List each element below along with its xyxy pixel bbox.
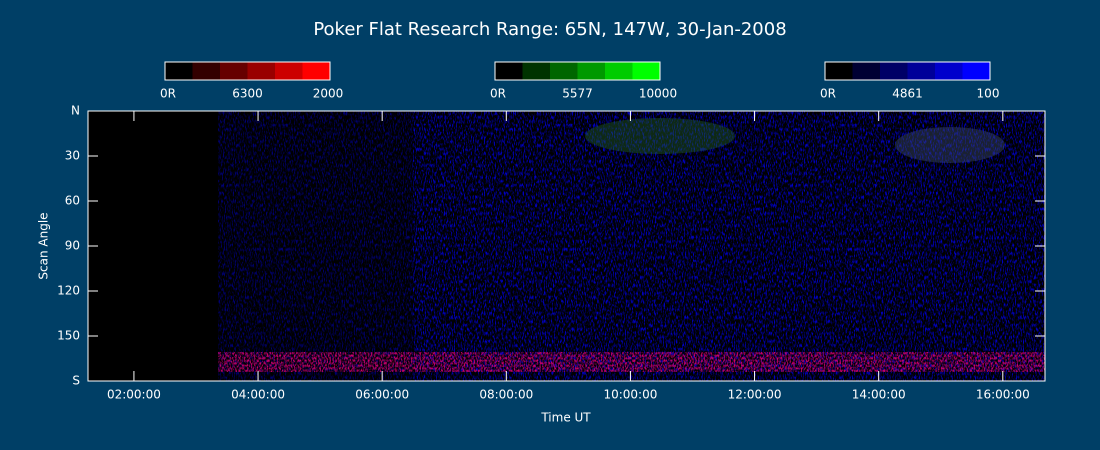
x-tick-label: 12:00:00 bbox=[728, 388, 782, 402]
y-axis-label: Scan Angle bbox=[37, 212, 51, 279]
colorbar-label: 6300 bbox=[232, 87, 263, 101]
x-tick-label: 10:00:00 bbox=[603, 388, 657, 402]
colorbar-label: 0R bbox=[490, 87, 506, 101]
colorbar-swatch bbox=[825, 62, 853, 80]
x-tick-label: 02:00:00 bbox=[107, 388, 161, 402]
colorbar-label: 0R bbox=[820, 87, 836, 101]
y-tick-label: 30 bbox=[65, 149, 80, 163]
colorbar-swatch bbox=[220, 62, 248, 80]
colorbar-frame bbox=[824, 61, 991, 81]
y-tick-label: 60 bbox=[65, 194, 80, 208]
colorbar-swatch bbox=[577, 62, 605, 80]
colorbar-swatch bbox=[165, 62, 193, 80]
chart-title: Poker Flat Research Range: 65N, 147W, 30… bbox=[313, 19, 786, 40]
x-tick-label: 08:00:00 bbox=[479, 388, 533, 402]
colorbar-label: 4861 bbox=[892, 87, 923, 101]
colorbar-swatch bbox=[907, 62, 935, 80]
x-tick-label: 14:00:00 bbox=[852, 388, 906, 402]
y-tick-label: S bbox=[72, 374, 80, 388]
y-tick-label: 150 bbox=[57, 329, 80, 343]
colorbar-label: 2000 bbox=[313, 87, 344, 101]
x-tick-label: 06:00:00 bbox=[355, 388, 409, 402]
colorbar-swatch bbox=[935, 62, 963, 80]
colorbar-swatch bbox=[522, 62, 550, 80]
x-tick-label: 04:00:00 bbox=[231, 388, 285, 402]
colorbar-swatch bbox=[632, 62, 660, 80]
colorbar-label: 10000 bbox=[639, 87, 677, 101]
colorbar-swatch bbox=[962, 62, 990, 80]
colorbar-label: 5577 bbox=[562, 87, 593, 101]
colorbar-swatch bbox=[550, 62, 578, 80]
colorbar-frame bbox=[494, 61, 661, 81]
colorbar-label: 100 bbox=[977, 87, 1000, 101]
colorbar-frame bbox=[164, 61, 331, 81]
x-tick-label: 16:00:00 bbox=[976, 388, 1030, 402]
colorbars: 0R 6300 2000 0R 5577 10000 0R 4861 100 bbox=[160, 61, 1000, 101]
colorbar-swatch bbox=[852, 62, 880, 80]
keogram-image bbox=[88, 111, 1045, 381]
colorbar-swatch bbox=[495, 62, 523, 80]
y-tick-label: N bbox=[71, 104, 80, 118]
colorbar-swatch bbox=[302, 62, 330, 80]
y-tick-label: 120 bbox=[57, 284, 80, 298]
colorbar-swatch bbox=[880, 62, 908, 80]
colorbar-swatch bbox=[192, 62, 220, 80]
colorbar-swatch bbox=[275, 62, 303, 80]
x-axis-label: Time UT bbox=[540, 411, 591, 425]
colorbar-label: 0R bbox=[160, 87, 176, 101]
colorbar-swatch bbox=[247, 62, 275, 80]
colorbar-swatch bbox=[605, 62, 633, 80]
y-tick-label: 90 bbox=[65, 239, 80, 253]
